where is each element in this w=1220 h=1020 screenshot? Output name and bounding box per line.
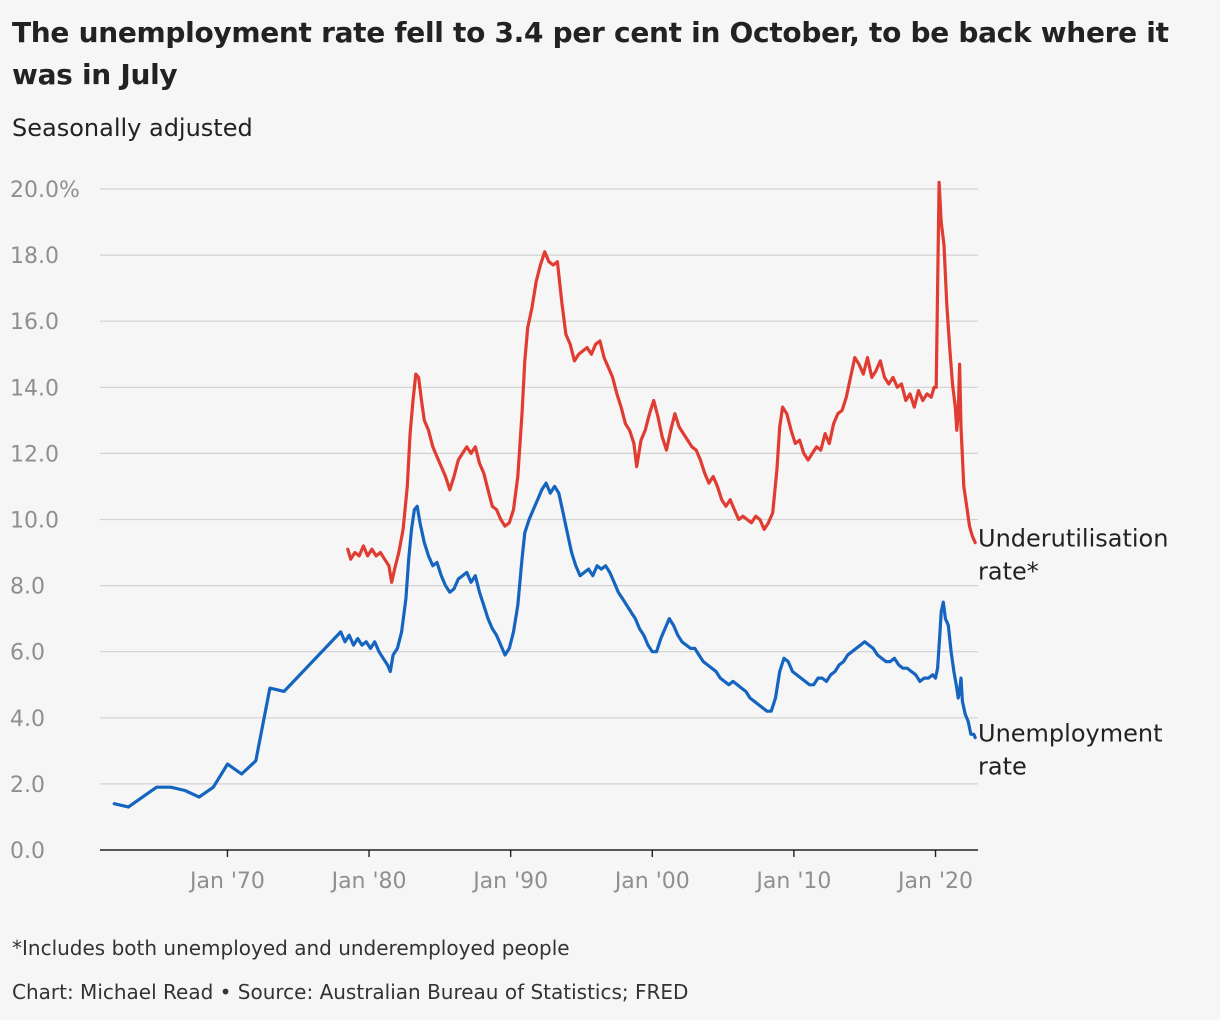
y-tick-label: 6.0 [10, 641, 45, 666]
footnote: *Includes both unemployed and underemplo… [12, 936, 570, 960]
series-line-unemployment-rate [112, 481, 977, 809]
chart-title: The unemployment rate fell to 3.4 per ce… [12, 16, 1169, 91]
y-tick-label: 4.0 [10, 707, 45, 732]
y-tick-label: 8.0 [10, 575, 45, 600]
series-label-line: rate* [978, 558, 1039, 586]
line-chart: 0.0 2.0 4.0 6.0 8.0 10.0 12.0 14.0 16.0 18.0 20.0%… [10, 178, 1168, 894]
y-tick-label: 2.0 [10, 773, 45, 798]
y-tick-label: 16.0 [10, 310, 59, 335]
y-tick-label: 0.0 [10, 839, 45, 864]
y-tick-label: 14.0 [10, 376, 59, 401]
series-label-line: rate [978, 753, 1027, 781]
source-credit: Chart: Michael Read • Source: Australian… [12, 980, 689, 1004]
axis-labels: 0.0 2.0 4.0 6.0 8.0 10.0 12.0 14.0 16.0 18.0 20.0%… [10, 178, 973, 894]
y-tick-label: 12.0 [10, 442, 59, 467]
x-tick-label: Jan '70 [188, 869, 265, 894]
gridlines [100, 188, 978, 851]
series-label-unemployment-rate: Unemployment rate [978, 720, 1162, 781]
y-tick-label: 10.0 [10, 509, 59, 534]
y-tick-label: 18.0 [10, 244, 59, 269]
y-tick-label: 20.0% [10, 178, 80, 203]
x-tick-label: Jan '80 [330, 869, 407, 894]
series-label-line: Unemployment [978, 720, 1162, 748]
x-tick-label: Jan '90 [471, 869, 548, 894]
series-lines [112, 180, 977, 809]
series-label-line: Underutilisation [978, 525, 1168, 553]
x-tick-label: Jan '10 [754, 869, 831, 894]
series-labels: Underutilisation rate* Unemployment rate [978, 525, 1168, 781]
x-tick-label: Jan '20 [896, 869, 973, 894]
x-tick-label: Jan '00 [613, 869, 690, 894]
series-label-underutilisation-rate: Underutilisation rate* [978, 525, 1168, 586]
series-line-underutilisation-rate [346, 180, 977, 584]
chart-subtitle: Seasonally adjusted [12, 114, 253, 142]
